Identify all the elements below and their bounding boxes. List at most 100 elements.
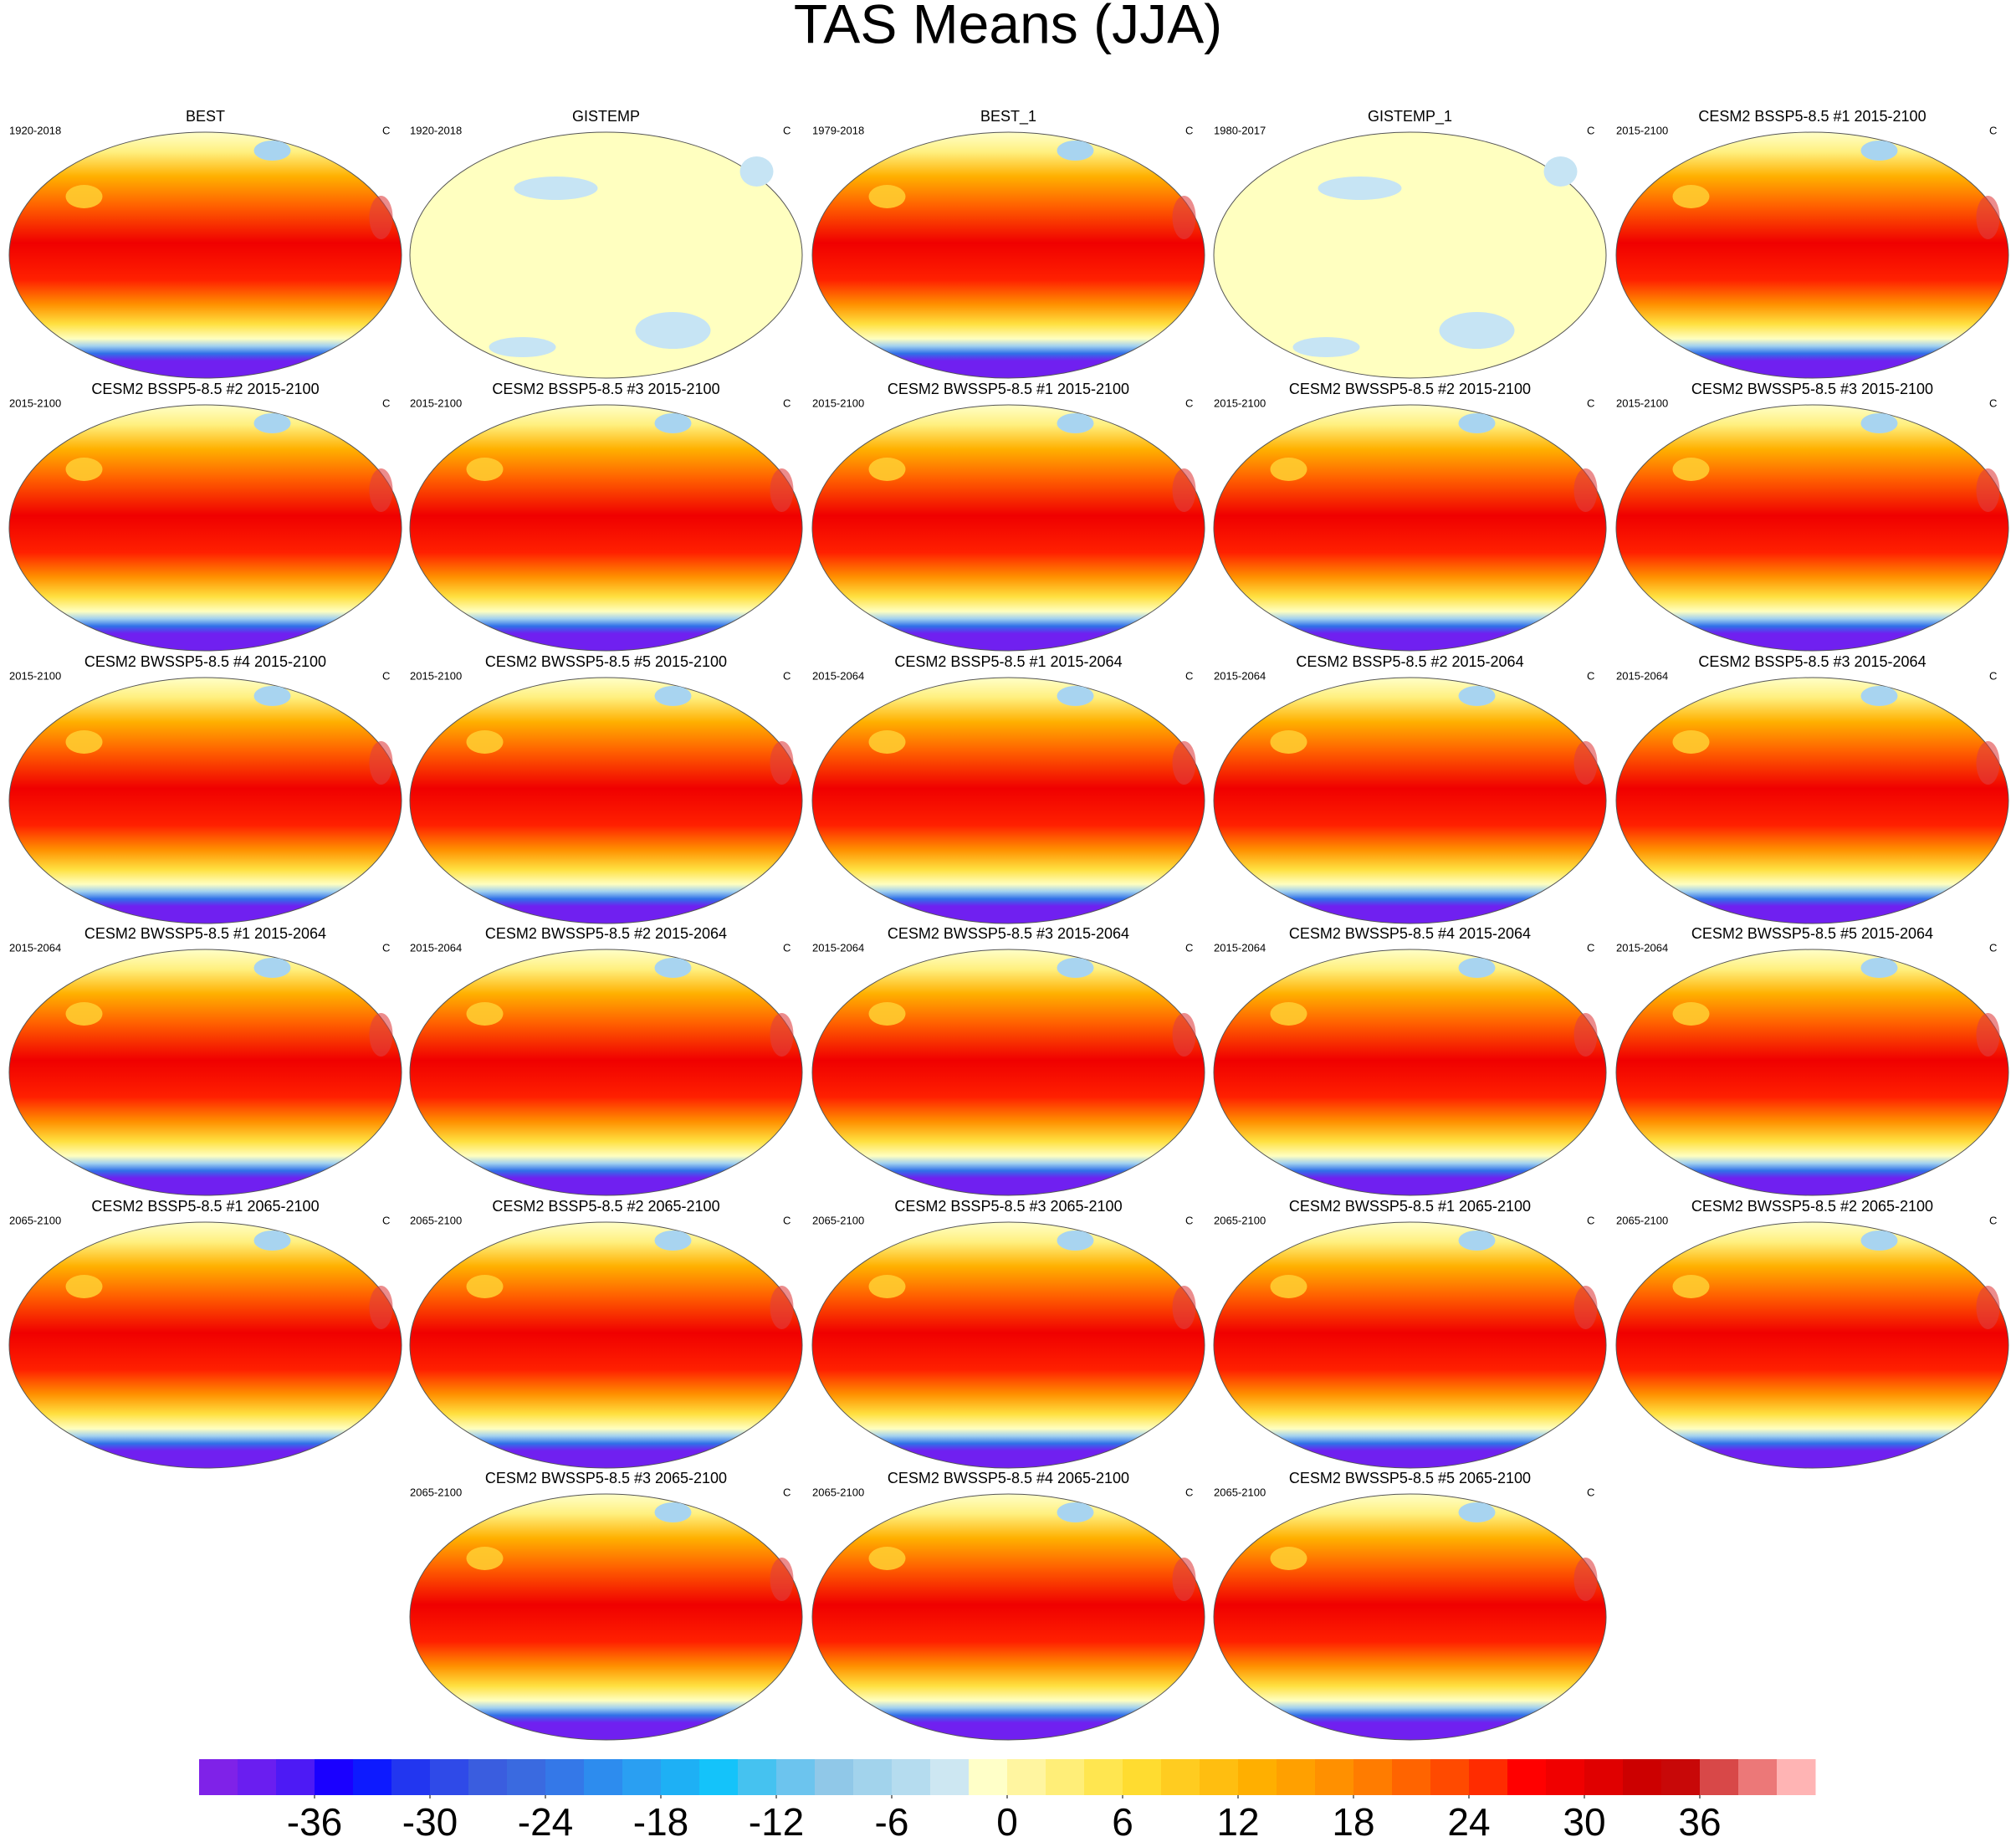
map-hotspot <box>1270 458 1307 481</box>
panel-title: CESM2 BWSSP5-8.5 #1 2065-2100 <box>1289 1198 1531 1215</box>
panel-period: 2065-2100 <box>410 1214 462 1226</box>
colorbar-tick-label: 6 <box>1112 1800 1133 1844</box>
panel-period: 2015-2100 <box>1214 397 1266 409</box>
panel-title: CESM2 BWSSP5-8.5 #2 2065-2100 <box>1691 1198 1933 1215</box>
panel-units: C <box>783 124 791 136</box>
colorbar-tick-label: 30 <box>1563 1800 1605 1844</box>
map <box>409 404 803 652</box>
panel-units: C <box>1185 1214 1193 1226</box>
map-hotspot <box>770 468 794 512</box>
panel-title: CESM2 BSSP5-8.5 #3 2065-2100 <box>894 1198 1122 1215</box>
map-hotspot <box>1976 468 2000 512</box>
map-hotspot <box>868 730 906 754</box>
panel-units: C <box>382 1214 390 1226</box>
panel-units: C <box>382 397 390 409</box>
map-patch <box>1292 337 1360 357</box>
map-ice <box>1057 1230 1094 1251</box>
map-patch <box>514 177 598 200</box>
map-hotspot <box>1672 185 1710 208</box>
colorbar-box <box>430 1759 469 1795</box>
panel-title: CESM2 BWSSP5-8.5 #1 2015-2100 <box>888 381 1129 397</box>
colorbar-box <box>1392 1759 1431 1795</box>
colorbar-box <box>1623 1759 1662 1795</box>
map-ice <box>654 413 692 433</box>
panel-units: C <box>1185 941 1193 954</box>
map-hotspot <box>1976 1286 2000 1329</box>
panel-units: C <box>382 124 390 136</box>
map-ice <box>1860 413 1898 433</box>
map <box>811 1493 1205 1741</box>
panel-units: C <box>1587 1486 1594 1498</box>
map-ice <box>1860 958 1898 978</box>
map-ice <box>253 141 291 161</box>
colorbar-box <box>892 1759 931 1795</box>
panel-period: 2065-2100 <box>1214 1486 1266 1498</box>
map-ice <box>654 1502 692 1522</box>
colorbar-box <box>1084 1759 1123 1795</box>
colorbar-box <box>969 1759 1008 1795</box>
map-hotspot <box>1573 1558 1598 1601</box>
colorbar-box <box>815 1759 854 1795</box>
colorbar-box <box>661 1759 700 1795</box>
map-hotspot <box>868 1547 906 1570</box>
map-hotspot <box>770 1558 794 1601</box>
colorbar-box <box>930 1759 970 1795</box>
colorbar-box <box>315 1759 354 1795</box>
map <box>811 949 1205 1196</box>
panel-units: C <box>1989 397 1997 409</box>
panel-title: CESM2 BSSP5-8.5 #2 2065-2100 <box>492 1198 719 1215</box>
colorbar-box <box>1700 1759 1739 1795</box>
panel-period: 1920-2018 <box>9 124 61 136</box>
panel-units: C <box>1587 1214 1594 1226</box>
panel-title: CESM2 BWSSP5-8.5 #4 2065-2100 <box>888 1470 1129 1486</box>
map-hotspot <box>466 1002 504 1026</box>
colorbar-box <box>1353 1759 1393 1795</box>
panel-period: 1980-2017 <box>1214 124 1266 136</box>
panel-period: 2015-2100 <box>1616 397 1668 409</box>
colorbar-tick-label: 18 <box>1332 1800 1374 1844</box>
map-hotspot <box>65 185 103 208</box>
colorbar-box <box>1161 1759 1200 1795</box>
colorbar-box <box>1430 1759 1470 1795</box>
colorbar-tick-label: -24 <box>518 1800 573 1844</box>
panel-title: CESM2 BSSP5-8.5 #2 2015-2100 <box>91 381 319 397</box>
map-hotspot <box>369 1286 393 1329</box>
map-hotspot <box>1976 1013 2000 1057</box>
map-ice <box>1458 1502 1496 1522</box>
panel-period: 2015-2100 <box>1616 124 1668 136</box>
map <box>1213 949 1607 1196</box>
colorbar-box <box>1238 1759 1277 1795</box>
colorbar-box <box>584 1759 623 1795</box>
colorbar-tick-label: 24 <box>1447 1800 1490 1844</box>
panel-period: 2065-2100 <box>410 1486 462 1498</box>
panel-units: C <box>1185 1486 1193 1498</box>
colorbar-box <box>468 1759 508 1795</box>
map-hotspot <box>1573 1286 1598 1329</box>
colorbar-box <box>853 1759 893 1795</box>
colorbar-box <box>1200 1759 1239 1795</box>
map <box>1615 949 2009 1196</box>
panel-title: CESM2 BWSSP5-8.5 #5 2065-2100 <box>1289 1470 1531 1486</box>
map-patch <box>1543 156 1578 187</box>
map <box>409 949 803 1196</box>
panel-title: BEST_1 <box>980 108 1036 125</box>
panel-units: C <box>1989 941 1997 954</box>
map-hotspot <box>1172 1558 1196 1601</box>
map-hotspot <box>1172 468 1196 512</box>
map <box>8 404 402 652</box>
map-patch <box>739 156 774 187</box>
panel-period: 2015-2100 <box>9 669 61 682</box>
map-hotspot <box>1573 468 1598 512</box>
panel-period: 2015-2064 <box>1616 941 1668 954</box>
colorbar-tick-label: -18 <box>633 1800 688 1844</box>
map-ice <box>1860 686 1898 706</box>
map-hotspot <box>1172 1286 1196 1329</box>
colorbar-box <box>199 1759 238 1795</box>
map <box>1213 1221 1607 1469</box>
map-patch <box>1439 312 1515 349</box>
map-hotspot <box>1172 1013 1196 1057</box>
panel-title: CESM2 BSSP5-8.5 #2 2015-2064 <box>1296 653 1523 670</box>
colorbar-box <box>1546 1759 1585 1795</box>
panel-title: CESM2 BSSP5-8.5 #1 2015-2100 <box>1698 108 1926 125</box>
